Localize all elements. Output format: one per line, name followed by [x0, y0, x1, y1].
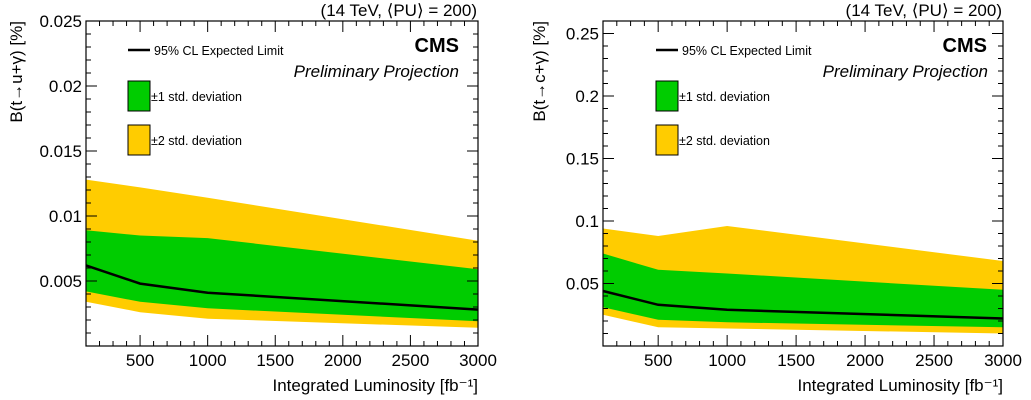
y-tick-label: 0.01: [49, 207, 82, 226]
chart-left: 500 1000 1500 2000 2500 3000 0.005 0.01 0.015 0.0…: [7, 1, 497, 395]
legend-swatch-1sigma: [655, 80, 679, 112]
header-label: (14 TeV, ⟨PU⟩ = 200): [846, 1, 1002, 20]
y-tick-label: 0.1: [575, 212, 599, 231]
y-tick-label: 0.02: [49, 77, 82, 96]
y-tick-label: 0.015: [39, 142, 82, 161]
y-tick-label: 0.15: [566, 150, 599, 169]
legend-label-2sigma: ±2 std. deviation: [679, 134, 770, 148]
expected-limit-line: [602, 289, 1004, 320]
x-tick-label: 2000: [324, 351, 362, 370]
x-tick-label: 2000: [846, 351, 884, 370]
header-label: (14 TeV, ⟨PU⟩ = 200): [321, 1, 477, 20]
cms-brand-label: CMS: [943, 35, 987, 57]
legend-label-expected: 95% CL Expected Limit: [682, 44, 812, 58]
y-tick-label: 0.05: [566, 275, 599, 294]
y-axis-title: B(t→c+γ) [%]: [530, 21, 549, 122]
legend-swatch-2sigma: [655, 124, 679, 156]
legend-label-2sigma: ±2 std. deviation: [151, 134, 242, 148]
x-axis-title: Integrated Luminosity [fb⁻¹]: [797, 376, 1003, 395]
plot-frame: [85, 20, 479, 347]
preliminary-projection-label: Preliminary Projection: [823, 62, 988, 81]
legend-label-1sigma: ±1 std. deviation: [151, 90, 242, 104]
x-tick-label: 500: [126, 351, 154, 370]
x-axis-title: Integrated Luminosity [fb⁻¹]: [272, 376, 478, 395]
legend-swatch-2sigma: [127, 124, 151, 156]
x-tick-label: 2500: [915, 351, 953, 370]
legend-swatch-1sigma: [127, 80, 151, 112]
x-tick-label: 1500: [256, 351, 294, 370]
x-tick-label: 3000: [459, 351, 497, 370]
y-tick-label: 0.25: [566, 25, 599, 44]
preliminary-projection-label: Preliminary Projection: [294, 62, 459, 81]
x-tick-label: 1500: [777, 351, 815, 370]
x-tick-label: 500: [644, 351, 672, 370]
x-tick-label: 2500: [391, 351, 429, 370]
y-tick-label: 0.005: [39, 272, 82, 291]
x-tick-label: 1000: [708, 351, 746, 370]
y-axis-title: B(t→u+γ) [%]: [7, 21, 26, 123]
x-tick-label: 1000: [189, 351, 227, 370]
legend-label-1sigma: ±1 std. deviation: [679, 90, 770, 104]
y-tick-label: 0.025: [39, 12, 82, 31]
expected-limit-line: [85, 264, 479, 311]
x-tick-label: 3000: [984, 351, 1022, 370]
cms-brand-label: CMS: [415, 35, 459, 57]
chart-right: 500 1000 1500 2000 2500 3000 0.05 0.1 0.15 0.2 0.2…: [530, 1, 1022, 395]
legend-label-expected: 95% CL Expected Limit: [154, 44, 284, 58]
y-tick-label: 0.2: [575, 87, 599, 106]
band-1sigma: [86, 230, 478, 322]
